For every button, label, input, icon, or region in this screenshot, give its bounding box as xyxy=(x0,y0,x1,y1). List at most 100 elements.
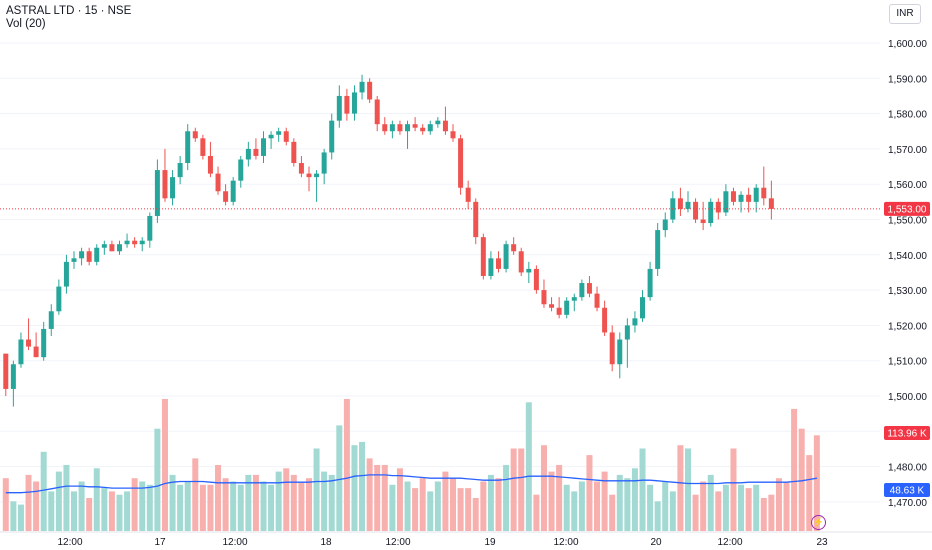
volume-bar xyxy=(775,478,782,531)
volume-bar xyxy=(268,484,275,531)
candle-body xyxy=(374,99,380,125)
candle-body xyxy=(753,187,759,202)
candle-body xyxy=(351,92,357,114)
candle-body xyxy=(435,120,441,125)
candle-body xyxy=(640,297,646,319)
volume-bar xyxy=(63,465,70,531)
candle-body xyxy=(495,258,501,269)
volume-bar xyxy=(101,488,108,531)
currency-button[interactable]: INR xyxy=(889,4,921,24)
price-tick-label: 1,530.00 xyxy=(888,286,927,297)
volume-bar xyxy=(510,448,517,531)
candle-body xyxy=(677,198,683,209)
volume-bar xyxy=(662,481,669,531)
volume-bar xyxy=(260,481,267,531)
candle-body xyxy=(329,120,335,153)
volume-bar xyxy=(427,491,434,531)
volume-bar xyxy=(631,468,638,531)
candle-body xyxy=(488,258,494,276)
candle-body xyxy=(223,191,229,202)
volume-bar xyxy=(616,474,623,531)
candle-body xyxy=(207,155,213,174)
candle-body xyxy=(116,244,122,252)
candle-body xyxy=(367,81,373,100)
volume-bar xyxy=(586,455,593,531)
chart-title: ASTRAL LTD · 15 · NSE xyxy=(6,5,132,17)
candle-body xyxy=(56,286,62,312)
candle-body xyxy=(405,124,411,132)
candle-body xyxy=(147,215,153,241)
volume-bar xyxy=(419,478,426,531)
candle-body xyxy=(730,191,736,202)
volume-bar xyxy=(563,484,570,531)
volume-bar xyxy=(215,465,222,531)
volume-bar xyxy=(738,484,745,531)
lightning-icon[interactable]: ⚡ xyxy=(811,515,826,530)
candle-body xyxy=(177,163,183,178)
candle-body xyxy=(420,127,426,132)
candle-body xyxy=(170,177,176,199)
volume-bar xyxy=(760,498,767,531)
candle-body xyxy=(63,261,69,287)
candle-body xyxy=(139,240,145,245)
volume-bar xyxy=(768,494,775,531)
volume-bar xyxy=(571,491,578,531)
candle-body xyxy=(768,198,774,209)
volume-bar xyxy=(351,445,358,531)
volume-bar xyxy=(677,445,684,531)
volume-bar xyxy=(116,494,123,531)
volume-bar xyxy=(722,484,729,531)
volume-bar xyxy=(131,478,138,531)
volume-bar xyxy=(624,478,631,531)
volume-bar xyxy=(237,484,244,531)
volume-bar xyxy=(40,451,47,531)
candle-body xyxy=(533,268,539,291)
volume-bar xyxy=(578,481,585,531)
volume-ma-line xyxy=(5,474,818,494)
volume-bar xyxy=(533,494,540,531)
volume-bar xyxy=(495,478,502,531)
volume-value-marker-box xyxy=(884,426,930,440)
price-tick-label: 1,590.00 xyxy=(888,74,927,85)
candle-body xyxy=(624,325,630,340)
volume-bar xyxy=(457,488,464,531)
candle-body xyxy=(124,240,130,245)
candle-body xyxy=(708,201,714,224)
time-axis[interactable]: 12:00 17 12:00 18 12:00 19 12:00 20 12:00 23 xyxy=(0,531,932,548)
candle-body xyxy=(48,311,54,329)
candle-body xyxy=(662,219,668,231)
candle-body xyxy=(518,251,524,273)
volume-bar xyxy=(328,474,335,531)
candle-body xyxy=(18,339,24,365)
volume-bar xyxy=(472,498,479,531)
candle-body xyxy=(10,364,16,389)
volume-moving-average xyxy=(5,474,818,494)
candle-body xyxy=(132,240,138,245)
volume-bar xyxy=(389,484,396,531)
volume-bar xyxy=(283,468,290,531)
volume-bar xyxy=(707,474,714,531)
volume-bar xyxy=(10,501,17,531)
candle-body xyxy=(602,307,608,333)
volume-bar xyxy=(25,474,32,531)
candle-body xyxy=(442,120,448,132)
candle-body xyxy=(86,251,92,262)
candle-body xyxy=(71,258,77,262)
volume-bar xyxy=(639,448,646,531)
volume-bar xyxy=(207,484,214,531)
candle-body xyxy=(336,95,342,121)
volume-indicator-label[interactable]: Vol (20) xyxy=(6,18,46,30)
volume-bar xyxy=(184,481,191,531)
price-tick-label: 1,600.00 xyxy=(888,39,927,50)
volume-bar xyxy=(684,448,691,531)
candle-body xyxy=(185,131,191,164)
candle-body xyxy=(412,124,418,128)
candle-body xyxy=(359,81,365,93)
candle-body xyxy=(253,148,259,156)
axis-markers: 1,553.00 113.96 K 48.63 K xyxy=(884,201,930,497)
volume-bar xyxy=(245,474,252,531)
candle-body xyxy=(3,353,9,389)
volume-bar xyxy=(404,481,411,531)
candle-body xyxy=(33,346,39,358)
